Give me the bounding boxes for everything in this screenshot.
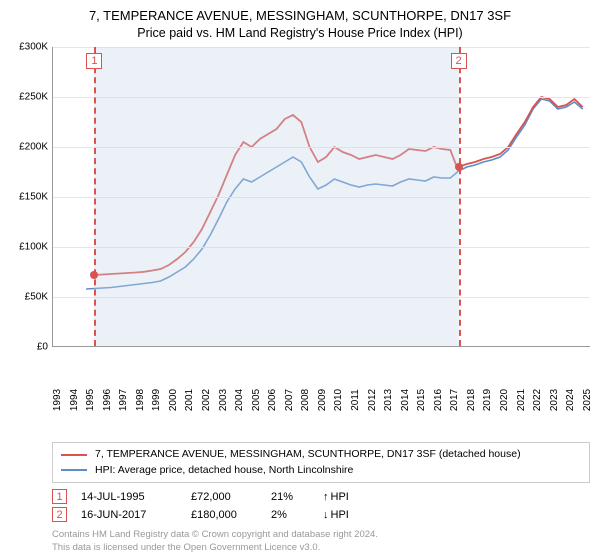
chart-subtitle: Price paid vs. HM Land Registry's House … [10, 25, 590, 41]
event-row: 1 14-JUL-1995£72,00021%↑HPI [52, 489, 590, 504]
x-tick-label: 1998 [135, 389, 146, 411]
x-tick-label: 2021 [516, 389, 527, 411]
x-tick-label: 2004 [234, 389, 245, 411]
event-price: £72,000 [191, 491, 271, 503]
event-badge: 2 [451, 53, 467, 69]
x-tick-label: 2005 [251, 389, 262, 411]
y-tick-label: £0 [37, 342, 48, 353]
x-tick-label: 1999 [151, 389, 162, 411]
x-tick-label: 2000 [168, 389, 179, 411]
x-tick-label: 2007 [284, 389, 295, 411]
footer-line-1: Contains HM Land Registry data © Crown c… [52, 529, 590, 541]
y-axis: £0£50K£100K£150K£200K£250K£300K [10, 47, 52, 347]
event-date: 16-JUN-2017 [81, 509, 191, 521]
footer-attribution: Contains HM Land Registry data © Crown c… [52, 529, 590, 554]
event-date: 14-JUL-1995 [81, 491, 191, 503]
legend-row: HPI: Average price, detached house, Nort… [61, 463, 581, 479]
x-tick-label: 2020 [499, 389, 510, 411]
x-tick-label: 2001 [184, 389, 195, 411]
x-tick-label: 2010 [333, 389, 344, 411]
x-tick-label: 2011 [350, 389, 361, 411]
event-line [94, 47, 96, 346]
x-tick-label: 2003 [218, 389, 229, 411]
legend-label: HPI: Average price, detached house, Nort… [95, 463, 353, 479]
legend-row: 7, TEMPERANCE AVENUE, MESSINGHAM, SCUNTH… [61, 447, 581, 463]
x-tick-label: 2012 [367, 389, 378, 411]
x-tick-label: 2024 [565, 389, 576, 411]
x-tick-label: 2022 [532, 389, 543, 411]
x-tick-label: 2018 [466, 389, 477, 411]
legend-swatch [61, 469, 87, 471]
x-tick-label: 2016 [433, 389, 444, 411]
x-tick-label: 1997 [118, 389, 129, 411]
event-row-badge: 1 [52, 489, 67, 504]
x-tick-label: 2014 [400, 389, 411, 411]
x-axis: 1993199419951996199719981999200020012002… [52, 396, 590, 438]
y-tick-label: £150K [19, 192, 48, 203]
arrow-down-icon: ↓ [323, 509, 329, 521]
chart-area: £0£50K£100K£150K£200K£250K£300K 12 [10, 47, 590, 396]
x-tick-label: 1993 [52, 389, 63, 411]
title-block: 7, TEMPERANCE AVENUE, MESSINGHAM, SCUNTH… [10, 8, 590, 41]
event-suffix: HPI [331, 491, 349, 503]
chart-container: 7, TEMPERANCE AVENUE, MESSINGHAM, SCUNTH… [0, 0, 600, 560]
chart-title: 7, TEMPERANCE AVENUE, MESSINGHAM, SCUNTH… [10, 8, 590, 25]
y-tick-label: £200K [19, 142, 48, 153]
x-tick-label: 2019 [482, 389, 493, 411]
footer-line-2: This data is licensed under the Open Gov… [52, 542, 590, 554]
legend-swatch [61, 454, 87, 456]
event-badge: 1 [86, 53, 102, 69]
event-pct: 21% [271, 491, 321, 503]
y-tick-label: £250K [19, 92, 48, 103]
x-tick-label: 1995 [85, 389, 96, 411]
legend-label: 7, TEMPERANCE AVENUE, MESSINGHAM, SCUNTH… [95, 447, 521, 463]
plot-area: 12 [52, 47, 590, 347]
event-price: £180,000 [191, 509, 271, 521]
events-table: 1 14-JUL-1995£72,00021%↑HPI 2 16-JUN-2017£1… [52, 489, 590, 525]
x-tick-label: 1996 [102, 389, 113, 411]
event-suffix: HPI [331, 509, 349, 521]
event-row-badge: 2 [52, 507, 67, 522]
arrow-up-icon: ↑ [323, 491, 329, 503]
x-tick-label: 2002 [201, 389, 212, 411]
event-dot [90, 271, 98, 279]
x-tick-label: 2009 [317, 389, 328, 411]
y-tick-label: £100K [19, 242, 48, 253]
y-tick-label: £300K [19, 42, 48, 53]
x-tick-label: 2008 [300, 389, 311, 411]
x-tick-label: 2023 [549, 389, 560, 411]
event-dot [455, 163, 463, 171]
event-row: 2 16-JUN-2017£180,0002%↓HPI [52, 507, 590, 522]
x-tick-label: 2015 [416, 389, 427, 411]
x-tick-label: 1994 [69, 389, 80, 411]
event-line [459, 47, 461, 346]
x-tick-label: 2013 [383, 389, 394, 411]
x-tick-label: 2017 [449, 389, 460, 411]
legend-box: 7, TEMPERANCE AVENUE, MESSINGHAM, SCUNTH… [52, 442, 590, 484]
x-tick-label: 2006 [267, 389, 278, 411]
y-tick-label: £50K [25, 292, 48, 303]
x-tick-label: 2025 [582, 389, 593, 411]
event-pct: 2% [271, 509, 321, 521]
shaded-region [94, 47, 458, 346]
